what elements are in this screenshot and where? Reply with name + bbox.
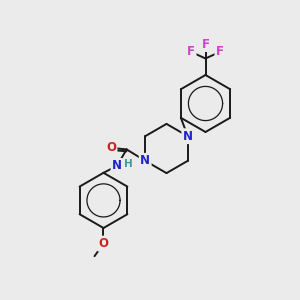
Text: O: O — [106, 141, 116, 154]
Text: H: H — [124, 159, 133, 170]
Text: F: F — [187, 45, 195, 58]
Text: N: N — [183, 130, 193, 143]
Text: N: N — [140, 154, 150, 167]
Text: F: F — [216, 45, 224, 58]
Text: F: F — [202, 38, 209, 51]
Text: O: O — [98, 237, 109, 250]
Text: N: N — [112, 159, 122, 172]
